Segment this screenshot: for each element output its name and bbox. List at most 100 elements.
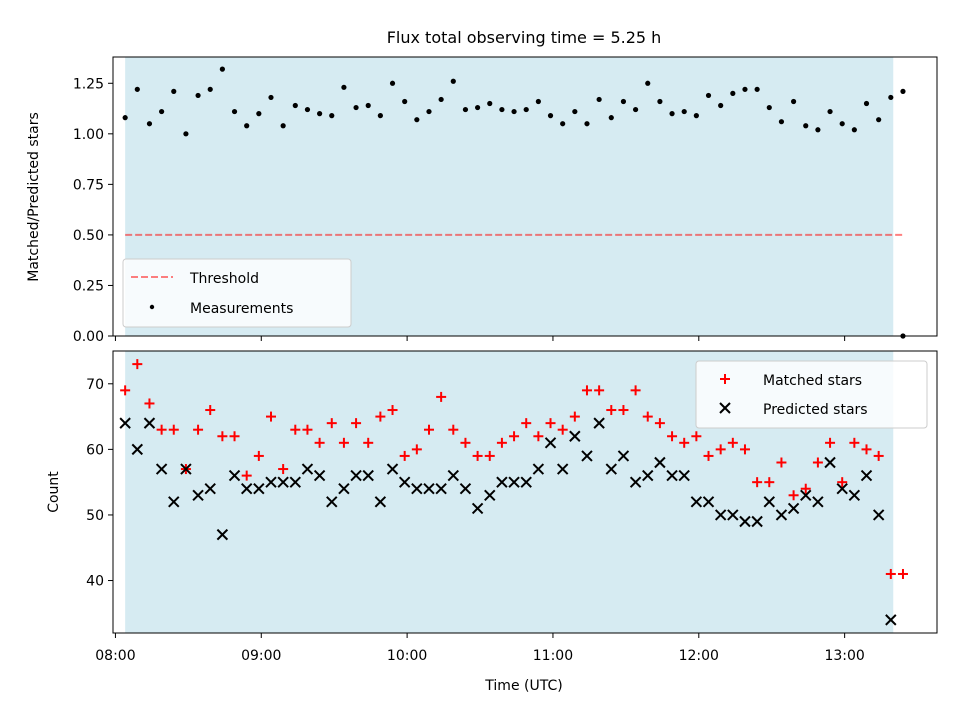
measurement-point	[900, 88, 906, 94]
matched-star-point	[825, 437, 836, 448]
matched-star-point	[229, 431, 240, 442]
predicted-star-point	[265, 476, 277, 488]
matched-star-point	[727, 437, 738, 448]
matched-star-point	[618, 405, 629, 416]
predicted-star-point	[204, 483, 216, 495]
top-panel-frame	[112, 56, 938, 337]
predicted-star-point	[751, 515, 763, 528]
predicted-star-point	[763, 496, 775, 508]
predicted-star-point	[277, 476, 289, 488]
predicted-star-point	[131, 443, 144, 456]
predicted-star-point	[787, 502, 800, 515]
predicted-legend-label: Predicted stars	[763, 402, 868, 418]
measurement-point	[353, 104, 359, 111]
measurement-point	[839, 121, 845, 127]
matched-star-point	[156, 424, 167, 435]
figure-title: Flux total observing time = 5.25 h	[387, 28, 662, 47]
measurement-point	[523, 106, 529, 113]
measurement-point	[669, 111, 675, 117]
matched-star-point	[630, 385, 641, 396]
predicted-star-point	[520, 476, 532, 488]
predicted-star-point	[872, 509, 885, 521]
measurement-point	[341, 84, 347, 90]
predicted-star-point	[362, 469, 374, 482]
measurement-point	[329, 113, 335, 119]
matched-star-point	[776, 457, 787, 468]
measurement-point	[244, 123, 250, 129]
matched-star-point	[460, 437, 471, 448]
matched-star-point	[496, 437, 507, 448]
predicted-star-point	[119, 417, 131, 429]
bottom-xtick-label: 10:00	[387, 648, 427, 664]
predicted-star-point	[556, 463, 569, 475]
measurement-point	[535, 98, 541, 105]
measurement-point	[475, 104, 481, 111]
matched-star-point	[278, 464, 289, 475]
predicted-star-point	[398, 476, 411, 488]
top-legend-box	[122, 258, 352, 328]
measurement-point	[827, 108, 833, 115]
matched-legend-swatch	[720, 374, 730, 384]
matched-star-point	[411, 444, 422, 455]
bottom-ytick-label: 40	[86, 574, 104, 590]
top-ytick-label: 0.75	[73, 177, 104, 193]
top-ytick-label: 0.00	[73, 329, 104, 345]
predicted-star-point	[192, 489, 204, 501]
measurement-point	[280, 123, 286, 129]
predicted-star-point	[702, 496, 715, 508]
predicted-star-point	[143, 417, 156, 429]
measurement-point	[219, 66, 225, 72]
matched-star-point	[314, 437, 325, 448]
matched-star-point	[253, 450, 264, 461]
matched-star-point	[691, 431, 702, 442]
matched-star-point	[193, 424, 204, 435]
measurement-point	[681, 108, 687, 115]
measurement-point	[790, 98, 797, 105]
predicted-star-point	[326, 496, 338, 508]
matched-star-point	[715, 444, 726, 455]
measurement-point	[389, 80, 396, 86]
predicted-star-point	[532, 463, 545, 475]
bottom-panel-ylabel: Count	[46, 471, 62, 513]
predicted-star-point	[471, 502, 484, 515]
measurement-point	[742, 86, 748, 92]
matched-star-point	[205, 405, 216, 416]
matched-star-point	[132, 359, 143, 370]
matched-star-point	[217, 431, 228, 442]
predicted-star-point	[617, 450, 630, 462]
predicted-star-point	[155, 463, 168, 475]
top-ytick-label: 0.50	[73, 228, 104, 244]
predicted-star-point	[350, 469, 362, 482]
predicted-star-point	[885, 614, 897, 626]
matched-star-point	[472, 450, 483, 461]
predicted-star-point	[508, 476, 520, 488]
measurement-point	[766, 104, 772, 111]
matched-star-point	[752, 477, 763, 488]
matched-legend-label: Matched stars	[763, 373, 862, 389]
predicted-star-point	[642, 469, 654, 482]
matched-star-point	[606, 405, 617, 416]
measurement-point	[377, 113, 383, 119]
matched-star-point	[642, 411, 653, 422]
matched-star-point	[654, 418, 665, 429]
matched-star-point	[241, 470, 252, 481]
measurement-point	[815, 127, 821, 133]
measurement-point	[292, 102, 298, 109]
matched-star-point	[338, 437, 349, 448]
predicted-star-point	[544, 437, 557, 449]
matched-star-point	[569, 411, 580, 422]
measurement-point	[304, 106, 311, 113]
top-ytick-label: 1.00	[73, 127, 104, 143]
measurement-point	[499, 106, 505, 113]
matched-star-point	[484, 450, 495, 461]
predicted-star-point	[678, 469, 690, 482]
matched-star-point	[363, 437, 374, 448]
measurement-point	[584, 121, 590, 127]
matched-star-point	[739, 444, 750, 455]
measurement-point	[657, 98, 663, 105]
bottom-ytick-label: 60	[86, 442, 104, 458]
predicted-star-point	[386, 463, 399, 475]
top-legend: Threshold Measurements	[122, 258, 352, 328]
top-panel-x-ticks	[114, 336, 846, 341]
